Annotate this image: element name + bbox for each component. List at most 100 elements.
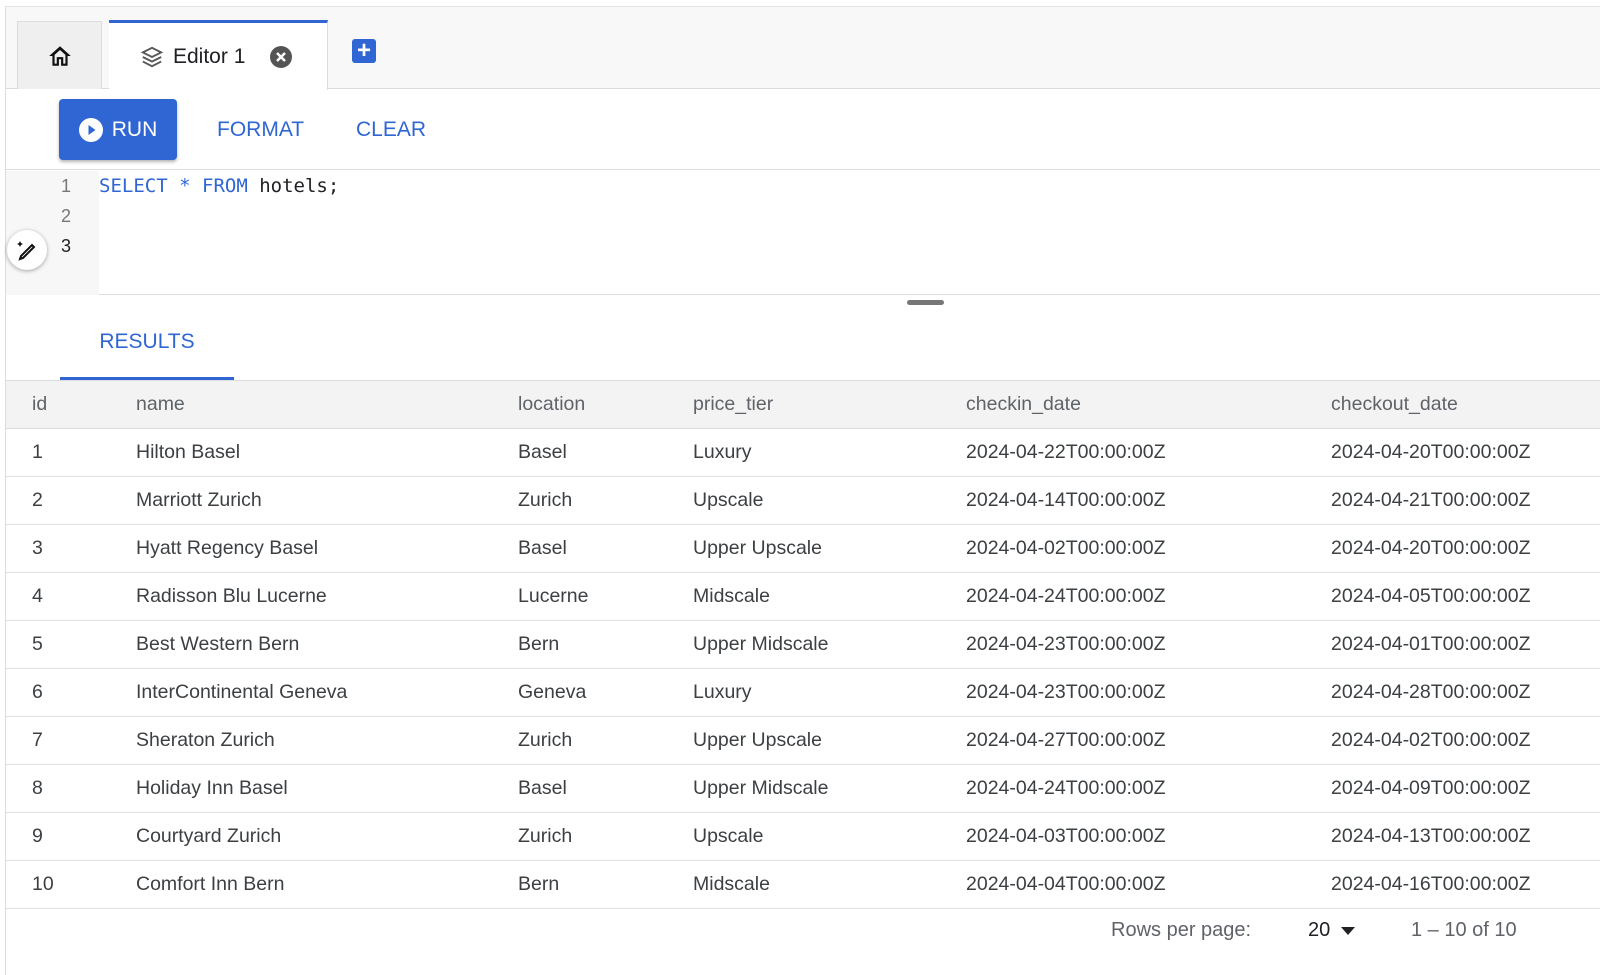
cell-price_tier: Upscale <box>693 812 966 861</box>
table-row: 3 Hyatt Regency Basel Basel Upper Upscale 20… <box>6 524 1600 573</box>
cell-price_tier: Upscale <box>693 476 966 525</box>
cell-location: Zurich <box>518 812 693 861</box>
cell-checkin_date: 2024-04-22T00:00:00Z <box>966 428 1331 477</box>
table-row: 4 Radisson Blu Lucerne Lucerne Midscale 2024… <box>6 572 1600 621</box>
cell-name: Radisson Blu Lucerne <box>136 572 518 621</box>
home-icon <box>48 45 71 66</box>
cell-id: 9 <box>6 812 136 861</box>
app-frame: Editor 1 + RUN FORMAT CLEAR 1 2 3 SELECT… <box>5 6 1600 975</box>
cell-checkin_date: 2024-04-02T00:00:00Z <box>966 524 1331 573</box>
cell-checkin_date: 2024-04-24T00:00:00Z <box>966 764 1331 813</box>
cell-checkout_date: 2024-04-05T00:00:00Z <box>1331 572 1600 621</box>
magic-pen-icon <box>17 241 36 261</box>
cell-checkout_date: 2024-04-01T00:00:00Z <box>1331 620 1600 669</box>
sql-editor[interactable]: 1 2 3 SELECT * FROM hotels; <box>6 171 1600 295</box>
column-header-checkout_date[interactable]: checkout_date <box>1331 380 1600 429</box>
code-line[interactable]: SELECT * FROM hotels; <box>99 175 339 197</box>
cell-name: Sheraton Zurich <box>136 716 518 765</box>
cell-checkin_date: 2024-04-27T00:00:00Z <box>966 716 1331 765</box>
cell-price_tier: Upper Upscale <box>693 716 966 765</box>
column-header-price_tier[interactable]: price_tier <box>693 380 966 429</box>
operator: * <box>179 175 191 197</box>
column-header-name[interactable]: name <box>136 380 518 429</box>
tab-bar: Editor 1 + <box>6 7 1600 90</box>
cell-checkin_date: 2024-04-23T00:00:00Z <box>966 620 1331 669</box>
table-row: 6 InterContinental Geneva Geneva Luxury 2024… <box>6 668 1600 717</box>
table-row: 10 Comfort Inn Bern Bern Midscale 2024-04-04… <box>6 860 1600 909</box>
add-tab-button[interactable]: + <box>352 39 376 63</box>
cell-price_tier: Upper Midscale <box>693 764 966 813</box>
toolbar: RUN FORMAT CLEAR <box>6 90 1600 170</box>
cell-price_tier: Luxury <box>693 428 966 477</box>
table-row: 2 Marriott Zurich Zurich Upscale 2024-04-14T… <box>6 476 1600 525</box>
cell-checkin_date: 2024-04-04T00:00:00Z <box>966 860 1331 909</box>
cell-price_tier: Midscale <box>693 572 966 621</box>
cell-name: Courtyard Zurich <box>136 812 518 861</box>
resize-handle[interactable] <box>907 300 944 305</box>
cell-location: Basel <box>518 524 693 573</box>
identifier: hotels; <box>259 175 340 197</box>
cell-name: Best Western Bern <box>136 620 518 669</box>
cell-location: Basel <box>518 428 693 477</box>
cell-id: 2 <box>6 476 136 525</box>
cell-location: Lucerne <box>518 572 693 621</box>
cell-checkin_date: 2024-04-03T00:00:00Z <box>966 812 1331 861</box>
table-row: 1 Hilton Basel Basel Luxury 2024-04-22T00:00… <box>6 428 1600 477</box>
cell-id: 4 <box>6 572 136 621</box>
cell-checkout_date: 2024-04-20T00:00:00Z <box>1331 428 1600 477</box>
close-circle-icon[interactable] <box>269 45 293 69</box>
cell-price_tier: Upper Upscale <box>693 524 966 573</box>
column-header-id[interactable]: id <box>6 380 136 429</box>
cell-id: 8 <box>6 764 136 813</box>
cell-checkout_date: 2024-04-20T00:00:00Z <box>1331 524 1600 573</box>
line-number: 1 <box>60 176 71 196</box>
play-circle-icon <box>78 117 103 142</box>
tab-results[interactable]: RESULTS <box>60 307 234 380</box>
cell-id: 6 <box>6 668 136 717</box>
cell-location: Zurich <box>518 476 693 525</box>
cell-name: Holiday Inn Basel <box>136 764 518 813</box>
table-row: 5 Best Western Bern Bern Upper Midscale 2024… <box>6 620 1600 669</box>
tab-label: Editor 1 <box>173 44 246 68</box>
rows-per-page-select[interactable]: 20 <box>1308 919 1356 942</box>
table-row: 7 Sheraton Zurich Zurich Upper Upscale 2024-… <box>6 716 1600 765</box>
cell-name: Comfort Inn Bern <box>136 860 518 909</box>
line-number: 2 <box>60 206 71 226</box>
cell-name: InterContinental Geneva <box>136 668 518 717</box>
rows-per-page-label: Rows per page: <box>1111 919 1252 941</box>
tab-editor-1[interactable]: Editor 1 <box>109 20 328 90</box>
cell-price_tier: Luxury <box>693 668 966 717</box>
table-row: 9 Courtyard Zurich Zurich Upscale 2024-04-03… <box>6 812 1600 861</box>
cell-id: 3 <box>6 524 136 573</box>
cell-location: Geneva <box>518 668 693 717</box>
format-button[interactable]: FORMAT <box>217 118 305 141</box>
keyword: SELECT <box>99 175 168 197</box>
table-header: id name location price_tier checkin_date chec… <box>6 380 1600 429</box>
cell-id: 1 <box>6 428 136 477</box>
cell-checkout_date: 2024-04-16T00:00:00Z <box>1331 860 1600 909</box>
layers-icon <box>141 46 163 67</box>
cell-checkin_date: 2024-04-14T00:00:00Z <box>966 476 1331 525</box>
cell-location: Zurich <box>518 716 693 765</box>
cell-checkout_date: 2024-04-28T00:00:00Z <box>1331 668 1600 717</box>
cell-checkout_date: 2024-04-09T00:00:00Z <box>1331 764 1600 813</box>
rows-per-page-value: 20 <box>1308 919 1331 941</box>
cell-checkout_date: 2024-04-21T00:00:00Z <box>1331 476 1600 525</box>
caret-down-icon <box>1341 926 1356 935</box>
clear-button[interactable]: CLEAR <box>356 118 427 141</box>
column-header-checkin_date[interactable]: checkin_date <box>966 380 1331 429</box>
ai-assist-button[interactable] <box>7 230 47 270</box>
cell-name: Hyatt Regency Basel <box>136 524 518 573</box>
column-header-location[interactable]: location <box>518 380 693 429</box>
cell-price_tier: Midscale <box>693 860 966 909</box>
run-label: RUN <box>111 117 158 141</box>
cell-name: Hilton Basel <box>136 428 518 477</box>
cell-name: Marriott Zurich <box>136 476 518 525</box>
cell-id: 7 <box>6 716 136 765</box>
cell-checkin_date: 2024-04-23T00:00:00Z <box>966 668 1331 717</box>
home-tab[interactable] <box>17 21 102 89</box>
cell-id: 10 <box>6 860 136 909</box>
run-button[interactable]: RUN <box>59 99 177 160</box>
results-table: id name location price_tier checkin_date chec… <box>6 380 1600 909</box>
cell-id: 5 <box>6 620 136 669</box>
